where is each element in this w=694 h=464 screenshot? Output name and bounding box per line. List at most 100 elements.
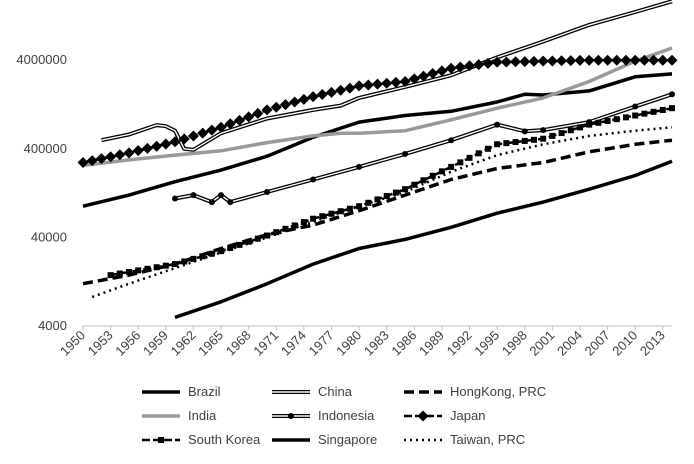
data-point: [144, 265, 151, 272]
data-point: [282, 225, 289, 232]
data-point: [537, 55, 549, 67]
data-point: [473, 59, 485, 71]
data-point: [574, 54, 586, 66]
data-point: [289, 96, 301, 108]
x-tick-label: 1989: [416, 328, 447, 359]
data-point: [438, 168, 445, 175]
legend-swatch: [142, 390, 180, 394]
data-point: [273, 229, 280, 236]
series-line: [82, 138, 673, 286]
data-point: [107, 272, 114, 279]
y-tick-label: 400000: [24, 141, 67, 156]
x-tick-label: 1959: [140, 328, 171, 359]
data-point: [445, 62, 457, 74]
series-line: [82, 72, 673, 208]
data-point: [632, 112, 639, 119]
x-tick-label: 2007: [582, 328, 613, 359]
data-point: [218, 192, 225, 199]
legend-label: Japan: [450, 408, 486, 423]
data-point: [491, 56, 503, 68]
data-point: [199, 253, 206, 260]
series-taiwan-prc: [91, 126, 673, 299]
data-point: [567, 127, 574, 134]
data-point: [595, 119, 602, 126]
data-point: [650, 108, 657, 115]
data-point: [153, 264, 160, 271]
data-point: [254, 235, 261, 242]
x-tick-label: 1998: [499, 328, 530, 359]
legend-label: Taiwan, PRC: [450, 432, 526, 447]
data-point: [503, 140, 510, 147]
series-indonesia: [172, 91, 675, 206]
x-tick-label: 1971: [250, 328, 281, 359]
legend-label: South Korea: [188, 432, 261, 447]
data-point: [261, 104, 273, 116]
data-point: [510, 56, 522, 68]
data-point: [669, 91, 675, 98]
data-point: [576, 124, 583, 131]
data-point: [604, 117, 611, 124]
data-point: [126, 268, 133, 275]
data-point: [482, 57, 494, 69]
y-tick-label: 4000: [38, 318, 67, 333]
data-point: [353, 80, 365, 92]
series-japan: [77, 54, 678, 169]
data-point: [160, 138, 172, 150]
legend-swatch: [272, 390, 310, 394]
data-point: [190, 255, 197, 262]
data-point: [335, 84, 347, 96]
data-point: [530, 136, 537, 143]
data-point: [105, 151, 117, 163]
data-point: [178, 133, 190, 145]
legend-label: HongKong, PRC: [450, 384, 547, 399]
data-point: [521, 128, 528, 135]
x-tick-label: 2004: [554, 328, 585, 359]
data-point: [494, 141, 501, 148]
legend-label: Brazil: [188, 384, 221, 399]
data-point: [429, 172, 436, 179]
series-line: [82, 46, 673, 168]
y-tick-label: 4000000: [16, 52, 67, 67]
data-point: [648, 54, 660, 66]
data-point: [77, 157, 89, 169]
data-point: [620, 54, 632, 66]
data-point: [494, 121, 501, 128]
data-point: [556, 55, 568, 67]
data-point: [418, 70, 430, 82]
data-point: [475, 150, 482, 157]
data-point: [291, 222, 298, 229]
data-point: [592, 54, 604, 66]
data-point: [86, 155, 98, 167]
data-point: [236, 241, 243, 248]
x-tick-label: 1968: [223, 328, 254, 359]
data-point: [519, 56, 531, 68]
x-tick-label: 1974: [278, 328, 309, 359]
data-point: [328, 210, 335, 217]
data-point: [218, 248, 225, 255]
data-point: [632, 103, 639, 110]
x-tick-label: 1977: [306, 328, 337, 359]
data-point: [95, 153, 107, 165]
data-point: [402, 186, 409, 193]
data-point: [141, 142, 153, 154]
data-point: [344, 82, 356, 94]
data-point: [158, 437, 164, 443]
series-brazil: [82, 72, 673, 208]
legend-swatch: [404, 410, 442, 422]
series-line-inner: [101, 0, 673, 151]
data-point: [190, 192, 197, 199]
data-point: [629, 54, 641, 66]
data-point: [638, 54, 650, 66]
data-point: [372, 78, 383, 90]
data-point: [252, 107, 264, 119]
x-tick-label: 1965: [195, 328, 226, 359]
data-point: [454, 61, 466, 73]
series-line: [82, 58, 672, 164]
data-point: [298, 93, 310, 105]
data-point: [356, 163, 363, 170]
legend-swatch: [272, 438, 310, 442]
data-point: [464, 60, 476, 72]
data-point: [622, 114, 629, 121]
data-point: [448, 137, 455, 144]
